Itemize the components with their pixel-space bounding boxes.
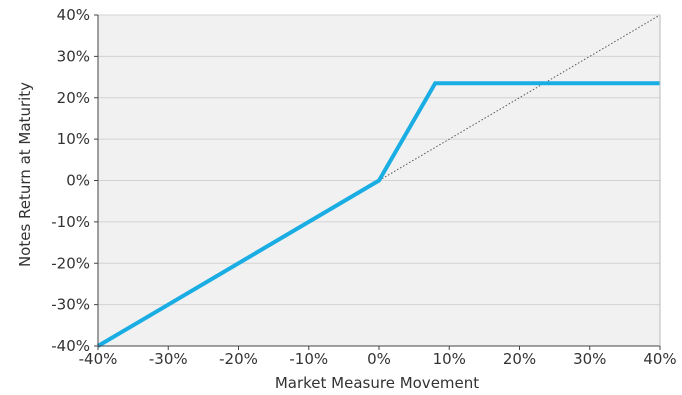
payoff-line: [96, 81, 660, 348]
x-tick-label: 30%: [573, 350, 606, 368]
y-tick-label: 20%: [57, 89, 90, 107]
y-tick-label: 10%: [57, 130, 90, 148]
y-tick-label: 40%: [57, 6, 90, 24]
x-tick-label: -20%: [219, 350, 258, 368]
series-layer: [96, 14, 661, 348]
y-tick-label: 30%: [57, 47, 90, 65]
x-tick-label: -30%: [149, 350, 188, 368]
y-tick-label: -30%: [51, 296, 90, 314]
x-tick-label: 40%: [643, 350, 676, 368]
y-tick-label: -40%: [51, 337, 90, 355]
x-tick-label: -40%: [79, 350, 118, 368]
x-tick-label: 0%: [367, 350, 391, 368]
x-axis-ticks: -40% -30% -20% -10% 0% 10% 20% 30% 40%: [79, 346, 677, 368]
y-axis-title: Notes Return at Maturity: [16, 82, 34, 267]
x-tick-label: 10%: [433, 350, 466, 368]
y-tick-label: -10%: [51, 213, 90, 231]
x-axis-title: Market Measure Movement: [275, 374, 479, 392]
y-tick-label: 0%: [66, 172, 90, 190]
y-tick-label: -20%: [51, 254, 90, 272]
x-tick-label: 20%: [503, 350, 536, 368]
y-axis-ticks: -40% -30% -20% -10% 0% 10% 20% 30% 40%: [51, 6, 98, 355]
x-tick-label: -10%: [289, 350, 328, 368]
